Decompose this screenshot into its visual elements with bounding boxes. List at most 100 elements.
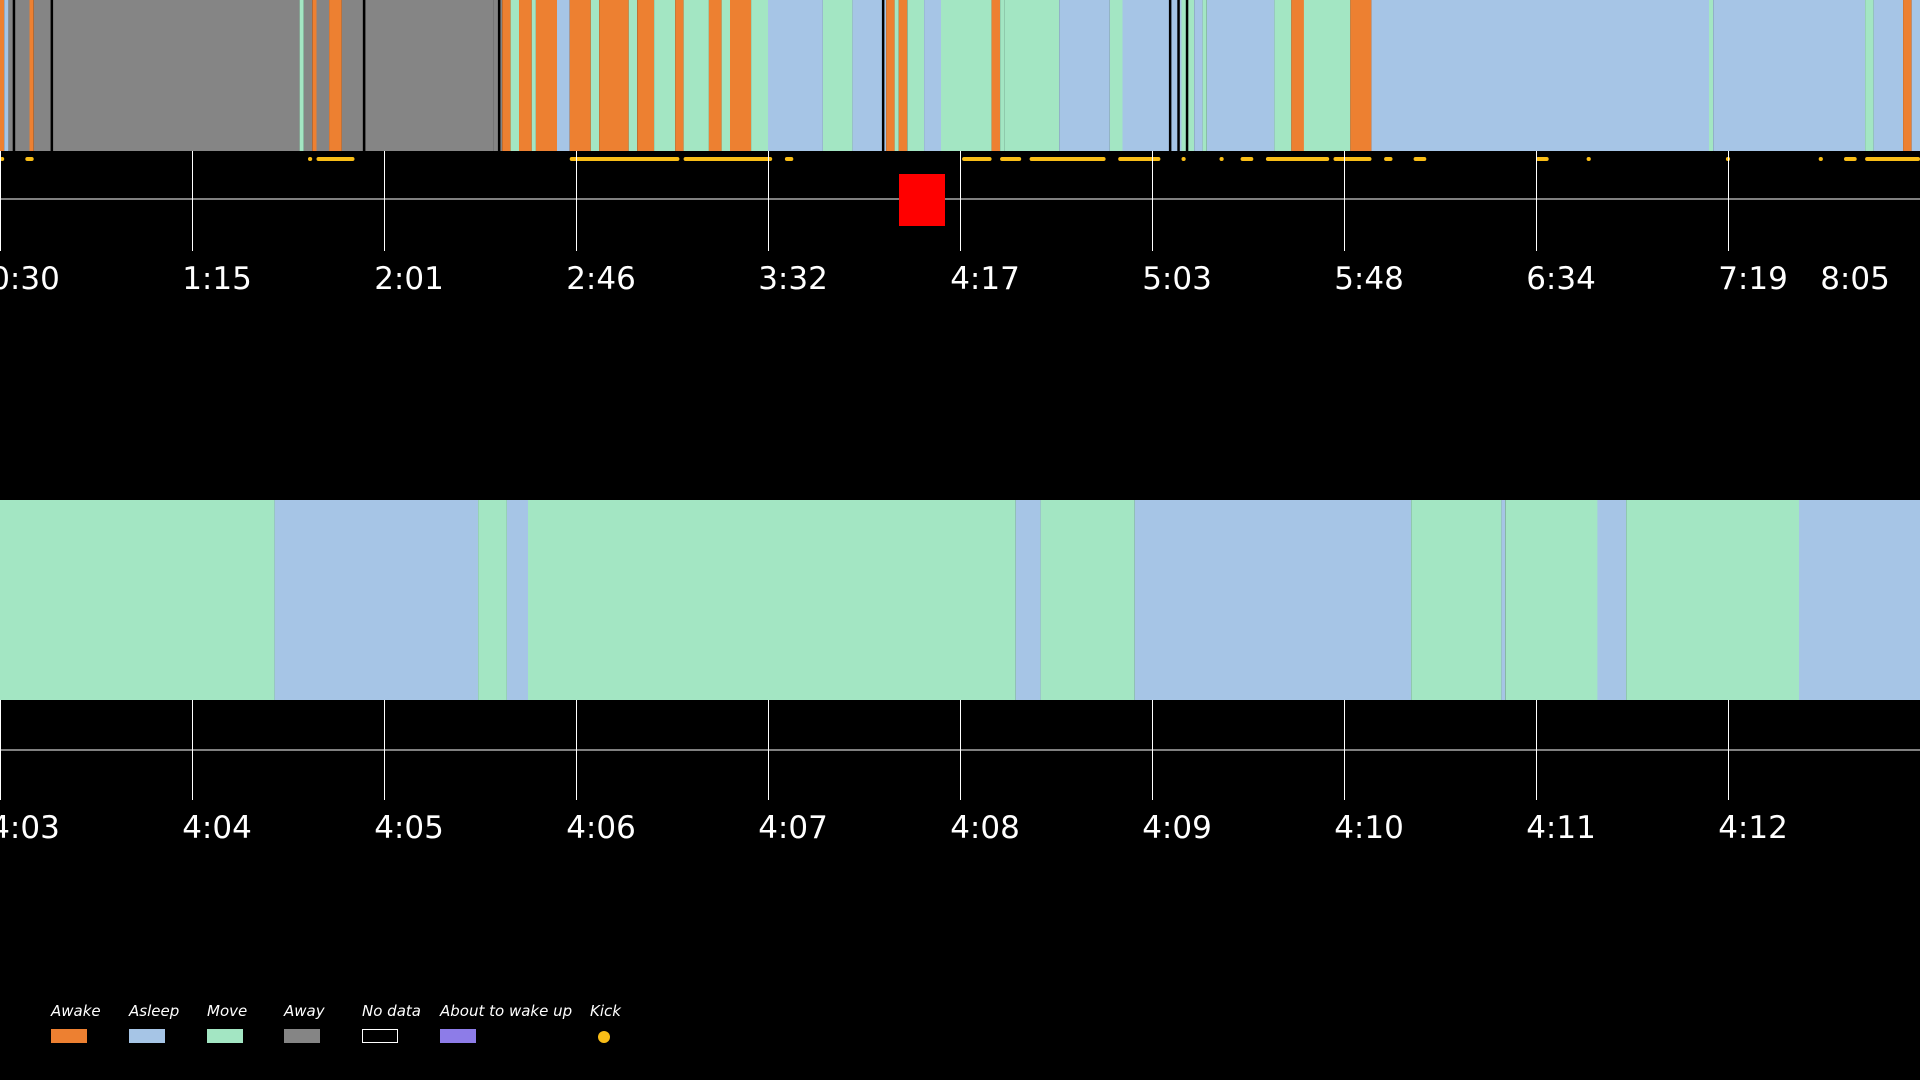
- overview-segment-asleep: [1536, 0, 1709, 151]
- overview-segment-move: [654, 0, 676, 151]
- overview-time-axis: 0:30 1:15 2:01 2:46 3:32 4:17 5:03 5:48 6:34 7:19…: [0, 151, 1920, 297]
- overview-segment-move: [510, 0, 519, 151]
- overview-nodata-line: [362, 0, 366, 151]
- legend-label-asleep: Asleep: [129, 1002, 180, 1020]
- legend-label-away: Away: [284, 1002, 325, 1020]
- detail-tick-label: 4:11: [1526, 810, 1596, 846]
- detail-tick-label: 4:04: [182, 810, 252, 846]
- overview-segment-move: [721, 0, 730, 151]
- overview-segment-move: [1109, 0, 1123, 151]
- kick-mark: [1219, 157, 1224, 161]
- overview-segment-move: [1709, 0, 1714, 151]
- detail-segment-asleep: [506, 500, 528, 700]
- overview-nodata-line: [497, 0, 501, 151]
- legend-item-asleep: Asleep: [129, 1002, 207, 1052]
- legend-dot-kick: [598, 1031, 610, 1043]
- overview-nodata-line: [50, 0, 54, 151]
- legend-item-nodata: No data: [362, 1002, 440, 1052]
- overview-segment-asleep: [768, 0, 823, 151]
- kick-mark: [1818, 157, 1823, 161]
- overview-segment-away: [362, 0, 384, 151]
- detail-tick-label: 4:08: [950, 810, 1020, 846]
- overview-segment-move: [751, 0, 768, 151]
- legend-label-kick: Kick: [590, 1002, 621, 1020]
- overview-segment-move: [1865, 0, 1874, 151]
- overview-nodata-line: [1185, 0, 1189, 151]
- overview-segment-move: [1274, 0, 1292, 151]
- overview-nodata-line: [881, 0, 885, 151]
- overview-segment-awake: [0, 0, 5, 151]
- overview-segment-awake: [535, 0, 557, 151]
- overview-tick-label: 7:19: [1718, 261, 1788, 297]
- overview-segment-asleep: [1713, 0, 1866, 151]
- overview-segment-asleep: [1059, 0, 1110, 151]
- legend-label-nodata: No data: [362, 1002, 421, 1020]
- detail-segment-move: [1411, 500, 1502, 700]
- detail-segment-asleep: [1501, 500, 1506, 700]
- overview-segment-awake: [312, 0, 317, 151]
- overview-segment-away: [303, 0, 313, 151]
- overview-segment-move: [1202, 0, 1207, 151]
- overview-segment-asleep: [557, 0, 570, 151]
- kick-mark: [784, 157, 794, 161]
- legend-item-kick: Kick: [590, 1002, 640, 1052]
- overview-segment-awake: [519, 0, 532, 151]
- kick-mark: [1000, 157, 1022, 161]
- overview-tick-label: 4:17: [950, 261, 1020, 297]
- detail-timeline-band: [0, 500, 1920, 700]
- overview-tick-label: 3:32: [758, 261, 828, 297]
- legend-swatch-asleep: [129, 1029, 165, 1043]
- detail-tick-label: 4:12: [1718, 810, 1788, 846]
- detail-tick-label: 4:09: [1142, 810, 1212, 846]
- overview-segment-awake: [898, 0, 908, 151]
- overview-segment-awake: [502, 0, 511, 151]
- detail-segment-move: [1626, 500, 1799, 700]
- overview-segment-move: [907, 0, 925, 151]
- overview-segment-away: [50, 0, 300, 151]
- kick-mark: [1333, 157, 1372, 161]
- overview-segment-awake: [329, 0, 342, 151]
- overview-segment-move: [628, 0, 638, 151]
- detail-segment-asleep: [1134, 500, 1412, 700]
- legend-item-about-to-wake-up: About to wake up: [440, 1002, 590, 1052]
- overview-segment-asleep: [1911, 0, 1920, 151]
- detail-segment-move: [478, 500, 507, 700]
- detail-segment-move: [1505, 500, 1598, 700]
- overview-segment-awake: [569, 0, 591, 151]
- overview-segment-awake: [1291, 0, 1304, 151]
- kick-mark: [1413, 157, 1427, 161]
- detail-segment-asleep: [1015, 500, 1041, 700]
- legend-swatch-nodata: [362, 1029, 398, 1043]
- overview-timeline-band: [0, 0, 1920, 151]
- kick-mark: [25, 157, 34, 161]
- overview-segment-away: [341, 0, 363, 151]
- detail-tick-label: 4:03: [0, 810, 60, 846]
- kick-mark: [1181, 157, 1186, 161]
- overview-segment-away: [384, 0, 494, 151]
- kick-mark: [1536, 157, 1549, 161]
- overview-segment-away: [316, 0, 330, 151]
- overview-segment-move: [1000, 0, 1005, 151]
- overview-nodata-line: [1177, 0, 1180, 151]
- overview-tick-label: 2:01: [374, 261, 444, 297]
- legend-item-awake: Awake: [51, 1002, 129, 1052]
- overview-segment-asleep: [1194, 0, 1203, 151]
- overview-segment-asleep: [924, 0, 941, 151]
- kick-mark: [1865, 157, 1920, 161]
- overview-segment-awake: [886, 0, 895, 151]
- detail-tick-label: 4:05: [374, 810, 444, 846]
- detail-tick-label: 4:10: [1334, 810, 1404, 846]
- overview-tick-label: 8:05: [1820, 261, 1890, 297]
- overview-tick-label: 5:03: [1142, 261, 1212, 297]
- kick-mark: [308, 157, 313, 161]
- overview-segment-awake: [991, 0, 1000, 151]
- kick-events-row: [0, 157, 1920, 161]
- kick-mark: [1265, 157, 1330, 161]
- overview-segment-asleep: [1206, 0, 1275, 151]
- kick-mark: [1586, 157, 1591, 161]
- detail-segment-asleep: [1597, 500, 1627, 700]
- current-position-marker[interactable]: [899, 174, 945, 226]
- detail-segment-move: [528, 500, 1016, 700]
- overview-segment-asleep: [852, 0, 887, 151]
- detail-tick-label: 4:07: [758, 810, 828, 846]
